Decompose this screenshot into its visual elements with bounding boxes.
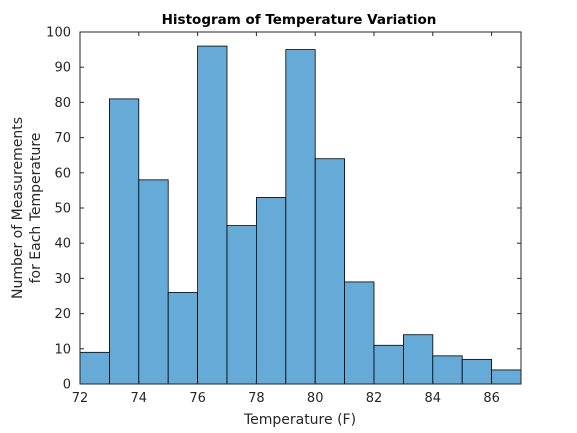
x-axis-ticks: 72 74 76 78 80 82 84 86 (72, 32, 500, 406)
histogram-bar (138, 179, 169, 385)
histogram-bar (109, 98, 140, 385)
histogram-bar (285, 49, 316, 385)
plot-area-frame (79, 31, 522, 385)
y-tick-label: 80 (54, 96, 71, 111)
y-tick-label: 90 (54, 61, 71, 76)
y-axis-label: Number of Measurements for Each Temperat… (10, 117, 44, 299)
histogram-bar (432, 355, 463, 385)
x-tick-label: 72 (72, 391, 89, 406)
y-axis-label-line-1: Number of Measurements (10, 117, 26, 299)
histogram-bar (255, 197, 287, 385)
histogram-bar (314, 158, 346, 385)
x-tick-label: 80 (307, 391, 324, 406)
y-tick-label: 70 (54, 131, 71, 146)
y-tick-label: 100 (46, 26, 71, 41)
y-tick-label: 30 (54, 272, 71, 287)
histogram-bar (344, 281, 375, 385)
y-tick-label: 50 (54, 202, 71, 217)
y-tick-label: 10 (54, 342, 71, 357)
x-tick-label: 84 (425, 391, 442, 406)
y-tick-label: 20 (54, 307, 71, 322)
y-tick-label: 60 (54, 166, 71, 181)
x-tick-label: 82 (366, 391, 383, 406)
bars-group (79, 45, 522, 385)
x-tick-label: 86 (483, 391, 500, 406)
histogram-bar (373, 344, 404, 385)
y-tick-label: 0 (63, 378, 71, 393)
histogram-bar (402, 334, 434, 385)
y-tick-label: 40 (54, 237, 71, 252)
histogram-bar (167, 292, 198, 385)
histogram-bar (197, 45, 228, 385)
y-axis-label-line-2: for Each Temperature (28, 133, 44, 284)
histogram-bar (79, 351, 110, 385)
x-tick-label: 76 (189, 391, 206, 406)
chart-title: Histogram of Temperature Variation (162, 12, 437, 28)
x-tick-label: 74 (131, 391, 148, 406)
x-tick-label: 78 (248, 391, 265, 406)
histogram-bar (226, 225, 257, 385)
x-axis-label: Temperature (F) (243, 412, 356, 428)
y-axis-ticks: 0 10 20 30 40 50 60 70 80 90 100 (46, 26, 521, 393)
histogram-bar (461, 358, 493, 385)
histogram-bar (491, 369, 522, 385)
